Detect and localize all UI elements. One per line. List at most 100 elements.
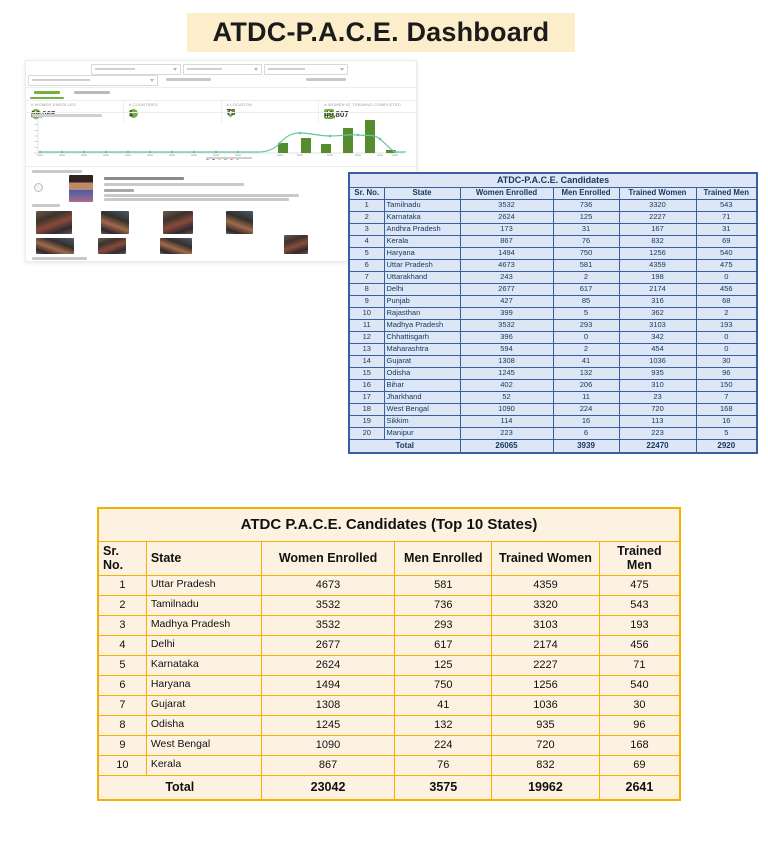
cell: 1494 — [459, 247, 554, 260]
cell: 2624 — [459, 211, 554, 224]
tab-active-underline — [30, 97, 64, 99]
cell: 2677 — [459, 283, 554, 296]
total-cell: 2641 — [598, 774, 681, 801]
table-row: 11 Madhya Pradesh 3532 293 3103 193 — [348, 319, 758, 332]
legend-label — [236, 157, 252, 159]
total-label: Total — [97, 774, 262, 801]
cell: 5 — [348, 247, 385, 260]
cell: 69 — [695, 235, 758, 248]
table-row: 2 Karnataka 2624 125 2227 71 — [348, 211, 758, 224]
cell: 16 — [695, 415, 758, 428]
filter-dropdown — [183, 64, 262, 75]
story-heading — [104, 177, 184, 180]
cell: Madhya Pradesh — [383, 319, 461, 332]
story-photo — [69, 175, 93, 202]
cell: 5 — [552, 307, 620, 320]
cell: 10 — [348, 307, 385, 320]
cell: 198 — [618, 271, 697, 284]
cell: 475 — [598, 574, 681, 596]
cell: West Bengal — [383, 403, 461, 416]
column-header: Men Enrolled — [394, 541, 493, 576]
cell: Karnataka — [383, 211, 461, 224]
cell: 2227 — [491, 654, 600, 676]
cell: 173 — [459, 223, 554, 236]
cell: 456 — [598, 634, 681, 656]
cell: 8 — [97, 714, 147, 736]
table-row: 4 Kerala 867 76 832 69 — [348, 235, 758, 248]
cell: 396 — [459, 331, 554, 344]
cell: 2 — [552, 271, 620, 284]
cell: 125 — [394, 654, 493, 676]
table-row: 19 Sikkim 114 16 113 16 — [348, 415, 758, 428]
total-cell: 3939 — [552, 439, 620, 454]
kpi-card-training-completed: # WOMEN AT TRAINING COMPLETED 49,807 — [319, 101, 416, 123]
cell: 11 — [552, 391, 620, 404]
cell: 832 — [491, 754, 600, 776]
table-row: 2 Tamilnadu 3532 736 3320 543 — [97, 594, 681, 616]
cell: 15 — [348, 367, 385, 380]
cell: 581 — [552, 259, 620, 272]
filter-label — [306, 78, 346, 81]
chevron-down-icon — [150, 79, 154, 82]
cell: Delhi — [383, 283, 461, 296]
cell: 9 — [97, 734, 147, 756]
table-row: 4 Delhi 2677 617 2174 456 — [97, 634, 681, 656]
table-row: 8 Odisha 1245 132 935 96 — [97, 714, 681, 736]
cell: Tamilnadu — [145, 594, 262, 616]
cell: 71 — [695, 211, 758, 224]
cell: Delhi — [145, 634, 262, 656]
cell: 750 — [394, 674, 493, 696]
cell: 1494 — [260, 674, 396, 696]
cell: 69 — [598, 754, 681, 776]
kpi-label: # WOMEN AT TRAINING COMPLETED — [324, 102, 401, 107]
countries-icon — [128, 109, 138, 118]
cell: Manipur — [383, 427, 461, 440]
cell: 867 — [459, 235, 554, 248]
cell: 76 — [394, 754, 493, 776]
cell: 224 — [552, 403, 620, 416]
cell: 1256 — [491, 674, 600, 696]
cell: 6 — [552, 427, 620, 440]
kpi-label: # COUNTRIES — [128, 102, 158, 107]
cell: 1308 — [260, 694, 396, 716]
cell: 132 — [552, 367, 620, 380]
cell: Chhattisgarh — [383, 331, 461, 344]
cell: 223 — [618, 427, 697, 440]
cell: 71 — [598, 654, 681, 676]
cell: 6 — [97, 674, 147, 696]
cell: 3532 — [459, 199, 554, 212]
total-cell: 26065 — [459, 439, 554, 454]
cell: 224 — [394, 734, 493, 756]
cell: 20 — [348, 427, 385, 440]
cell: 342 — [618, 331, 697, 344]
column-header: Trained Men — [598, 541, 681, 576]
cell: 2677 — [260, 634, 396, 656]
gallery-photo — [163, 211, 193, 234]
cell: 167 — [618, 223, 697, 236]
cell: 2 — [97, 594, 147, 616]
cell: 2 — [695, 307, 758, 320]
cell: 0 — [695, 271, 758, 284]
table-row: 6 Uttar Pradesh 4673 581 4359 475 — [348, 259, 758, 272]
filter-dropdown — [91, 64, 181, 75]
cell: 150 — [695, 379, 758, 392]
cell: 0 — [552, 331, 620, 344]
cell: 867 — [260, 754, 396, 776]
cell: Odisha — [383, 367, 461, 380]
cell: 3103 — [491, 614, 600, 636]
cell: 7 — [97, 694, 147, 716]
top10-table-container: ATDC P.A.C.E. Candidates (Top 10 States)… — [97, 507, 681, 801]
table-row: 5 Haryana 1494 750 1256 540 — [348, 247, 758, 260]
cell: 14 — [348, 355, 385, 368]
cell: 76 — [552, 235, 620, 248]
story-subheading — [104, 183, 244, 186]
cell: 9 — [348, 295, 385, 308]
total-cell: 23042 — [260, 774, 396, 801]
table-row: 14 Gujarat 1308 41 1036 30 — [348, 355, 758, 368]
gallery-photo — [226, 211, 253, 234]
filter-label — [166, 78, 211, 81]
cell: Haryana — [145, 674, 262, 696]
table-row: 10 Kerala 867 76 832 69 — [97, 754, 681, 776]
cell: West Bengal — [145, 734, 262, 756]
cell: 4673 — [260, 574, 396, 596]
